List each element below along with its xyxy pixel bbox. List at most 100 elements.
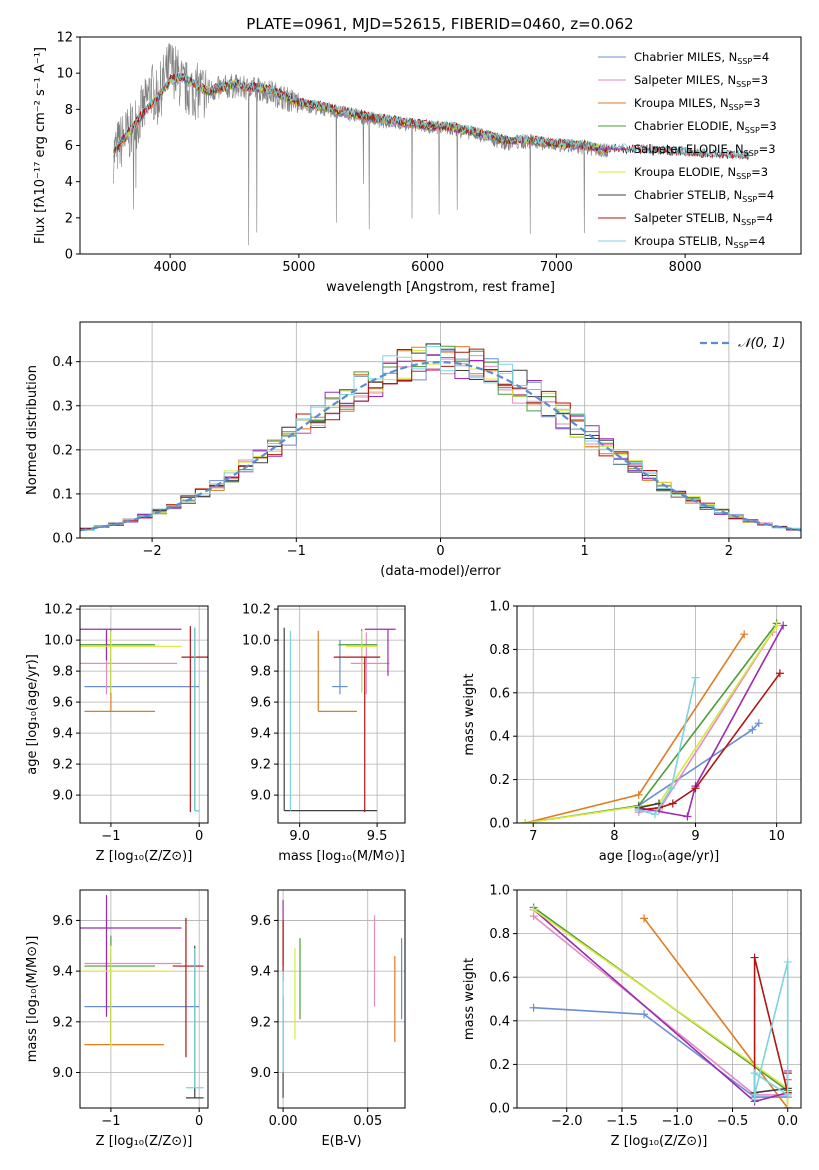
legend-label: Kroupa ELODIE, NSSP=3 (634, 165, 768, 181)
y-axis-label: mass weight (462, 673, 477, 755)
weight-marker (529, 1003, 538, 1012)
axes-frame (516, 605, 802, 824)
y-tick-label: 9.0 (52, 1066, 73, 1081)
weight-marker (750, 953, 759, 962)
errorbar-point (172, 917, 204, 1058)
x-tick-label: 4000 (154, 260, 187, 275)
weight-marker (783, 957, 792, 966)
y-tick-label: 0.4 (52, 355, 73, 370)
y-tick-label: 10.2 (44, 603, 73, 618)
errorbar-point (84, 955, 200, 1045)
legend-subscript: SSP (736, 80, 751, 89)
legend-label: Kroupa MILES, NSSP=3 (634, 96, 760, 112)
y-tick-label: 0.0 (52, 532, 73, 547)
weight-line (643, 917, 789, 1108)
weight-line (638, 631, 774, 813)
legend-suffix: =3 (760, 119, 777, 133)
errorbar-point (194, 627, 200, 812)
y-tick-label: 9.0 (250, 1066, 271, 1081)
y-tick-label: 9.0 (52, 789, 73, 804)
x-tick-label: −0.5 (717, 1114, 749, 1129)
legend-label: Salpeter MILES, NSSP=3 (634, 73, 768, 89)
y-tick-label: 0.2 (489, 773, 510, 788)
legend-name: Kroupa MILES, N (634, 96, 729, 110)
y-tick-label: 9.8 (52, 665, 73, 680)
y-tick-label: 0.8 (489, 643, 510, 658)
x-axis-label: wavelength [Angstrom, rest frame] (326, 280, 555, 295)
legend-name: Chabrier STELIB, N (634, 188, 742, 202)
y-tick-label: 9.6 (52, 914, 73, 929)
weight-marker (521, 819, 530, 823)
y-tick-label: 0.8 (489, 927, 510, 942)
y-tick-label: 9.0 (250, 789, 271, 804)
weight-line (638, 672, 781, 811)
weight-marker (683, 812, 692, 821)
panel-spectrum: 4000 5000 6000 7000 8000 0 2 4 6 8 10 12 wavelength … (33, 31, 802, 295)
legend-label: 𝒩(0, 1) (738, 336, 785, 351)
y-tick-label: 9.6 (250, 914, 271, 929)
x-tick-label: 5000 (282, 260, 315, 275)
plot-area-age-vs-mass (283, 627, 396, 813)
y-tick-label: 0.3 (52, 399, 73, 414)
x-tick-label: 1 (581, 544, 589, 559)
y-tick-label: 0.6 (489, 686, 510, 701)
legend-suffix: =4 (757, 188, 774, 202)
weight-marker (668, 799, 677, 808)
y-axis-label: Flux [fλ10⁻¹⁷ erg cm⁻² s⁻¹ A⁻¹] (33, 47, 48, 244)
weight-marker (640, 1010, 649, 1019)
x-tick-label: −1 (101, 1114, 120, 1129)
weight-marker (634, 790, 643, 799)
grid-massweight-vs-age (517, 605, 801, 824)
axes-frame (79, 605, 209, 824)
y-tick-label: 0.4 (489, 730, 510, 745)
y-tick-label: 9.6 (250, 696, 271, 711)
x-tick-label: 0.00 (269, 1114, 298, 1129)
legend-suffix: =4 (752, 50, 769, 64)
legend-subscript: SSP (745, 126, 760, 135)
legend-label: Kroupa STELIB, NSSP=4 (634, 234, 765, 250)
y-tick-label: 10 (56, 67, 73, 82)
weight-marker (783, 1104, 792, 1108)
legend-subscript: SSP (734, 241, 749, 250)
y-axis-label: age [log₁₀(age/yr)] (25, 654, 40, 775)
y-tick-label: 4 (65, 175, 73, 190)
y-tick-label: 0.1 (52, 487, 73, 502)
x-axis-label: E(B-V) (321, 1134, 361, 1149)
weight-line (638, 677, 697, 816)
plot-area-mass-vs-EBV (282, 900, 403, 1098)
errorbar-point (317, 630, 357, 713)
grid-age-vs-Z (80, 606, 208, 823)
errorbar-point (84, 935, 156, 1043)
plot-area-residuals (80, 343, 801, 532)
y-tick-label: 9.4 (52, 965, 73, 980)
residual-histogram (80, 345, 801, 531)
weight-marker (750, 1069, 759, 1078)
x-tick-label: 7 (529, 829, 537, 844)
x-tick-label: 10 (768, 829, 785, 844)
weight-marker (750, 1090, 759, 1099)
legend-suffix: =3 (751, 73, 768, 87)
panel-massweight-vs-age: 7 8 9 10 0.0 0.2 0.4 0.6 0.8 1.0 age [log₁₀(age/yr… (462, 600, 802, 864)
weight-line (533, 906, 789, 1108)
y-tick-label: 9.2 (250, 1015, 271, 1030)
y-tick-label: 10.0 (242, 634, 271, 649)
x-tick-label: −2.0 (551, 1114, 583, 1129)
x-tick-label: −1 (101, 829, 120, 844)
weight-marker (667, 784, 676, 793)
legend-name: Kroupa ELODIE, N (634, 165, 736, 179)
legend-label: Chabrier MILES, NSSP=4 (634, 50, 769, 66)
model-line (113, 73, 750, 160)
y-tick-label: 0.2 (489, 1058, 510, 1073)
x-tick-label: 0 (436, 544, 444, 559)
x-tick-label: −1 (287, 544, 306, 559)
model-line (113, 72, 750, 161)
weight-line (533, 908, 789, 1103)
legend-subscript: SSP (736, 172, 751, 181)
panel-age-vs-Z: −1 0 9.0 9.2 9.4 9.6 9.8 10.0 10.2 Z [log₁₀(Z/Z⊙)… (25, 603, 209, 864)
errorbar-point (194, 627, 200, 812)
axes-frame (79, 321, 802, 539)
x-tick-label: 9.5 (367, 829, 388, 844)
x-tick-label: 2 (725, 544, 733, 559)
figure-title: PLATE=0961, MJD=52615, FIBERID=0460, z=0… (246, 15, 633, 33)
errorbar-point (364, 628, 396, 676)
